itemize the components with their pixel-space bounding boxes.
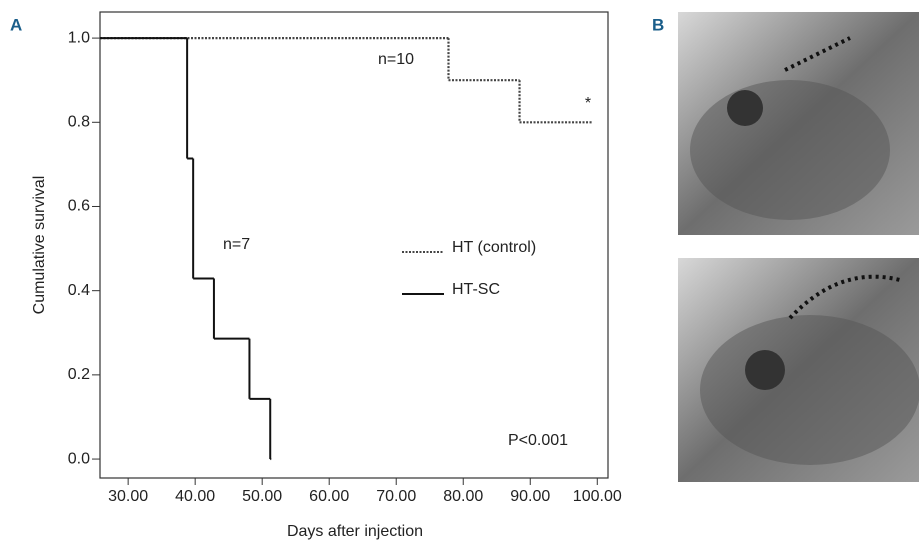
x-tick-label: 30.00 <box>108 488 148 505</box>
y-tick-label: 0.4 <box>68 282 90 299</box>
y-tick-label: 1.0 <box>68 29 90 46</box>
x-tick-label: 100.00 <box>573 488 622 505</box>
x-tick-label: 90.00 <box>510 488 550 505</box>
y-axis-label: Cumulative survival <box>31 176 48 315</box>
panel-label: B <box>652 15 664 34</box>
panel-label: A <box>10 15 22 34</box>
annotation: n=7 <box>223 236 250 253</box>
annotation: * <box>585 95 591 112</box>
x-tick-label: 60.00 <box>309 488 349 505</box>
plot-frame <box>99 11 609 479</box>
y-tick-label: 0.0 <box>68 450 90 467</box>
annotation: n=10 <box>378 51 414 68</box>
y-tick-label: 0.2 <box>68 366 90 383</box>
legend-label: HT (control) <box>452 239 536 256</box>
legend-label: HT-SC <box>452 281 500 298</box>
x-tick-label: 80.00 <box>443 488 483 505</box>
x-tick-label: 50.00 <box>242 488 282 505</box>
x-tick-label: 40.00 <box>175 488 215 505</box>
x-tick-label: 70.00 <box>376 488 416 505</box>
x-axis-label: Days after injection <box>287 523 423 540</box>
y-tick-label: 0.8 <box>68 114 90 131</box>
photo-top <box>678 12 919 235</box>
photo-bottom <box>678 258 919 482</box>
annotation: P<0.001 <box>508 432 568 449</box>
y-tick-label: 0.6 <box>68 198 90 215</box>
